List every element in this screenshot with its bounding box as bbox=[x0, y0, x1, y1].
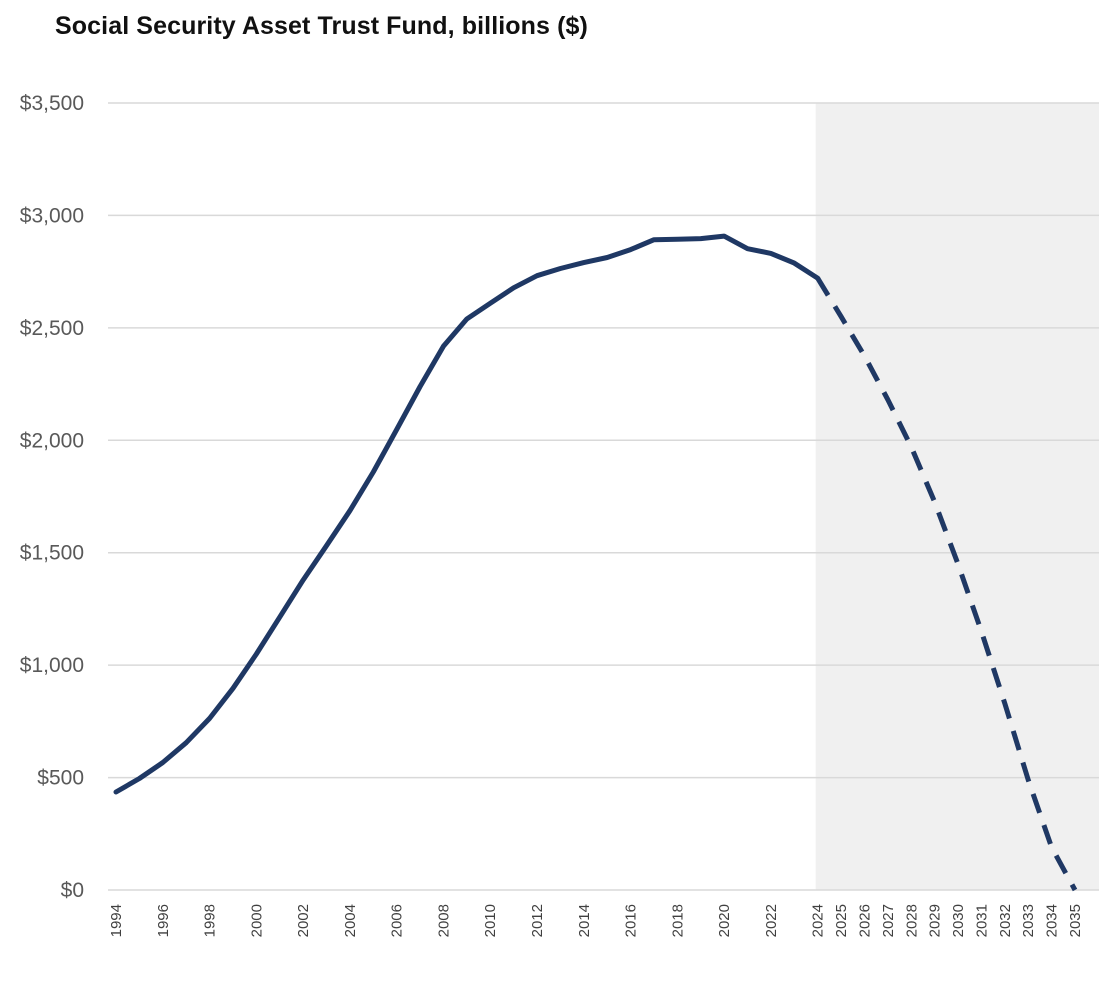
x-tick-label: 2032 bbox=[997, 904, 1014, 937]
chart-title: Social Security Asset Trust Fund, billio… bbox=[55, 12, 588, 40]
x-axis-ticks: 1994 1996 1998 2000 2002 2004 2006 2008 2010 2012… bbox=[108, 904, 1084, 937]
x-tick-label: 2018 bbox=[669, 904, 686, 937]
x-tick-label: 2012 bbox=[529, 904, 546, 937]
x-tick-label: 2024 bbox=[810, 904, 827, 937]
gridlines bbox=[108, 102, 1099, 891]
x-tick-label: 2033 bbox=[1020, 904, 1037, 937]
x-tick-label: 1996 bbox=[155, 904, 172, 937]
x-tick-label: 2008 bbox=[435, 904, 452, 937]
series-line-historical bbox=[113, 233, 821, 795]
x-tick-label: 1998 bbox=[202, 904, 219, 937]
x-tick-label: 2028 bbox=[903, 904, 920, 937]
y-tick-label: $2,000 bbox=[20, 429, 84, 452]
y-tick-label: $3,500 bbox=[20, 92, 84, 115]
y-tick-label: $1,000 bbox=[20, 654, 84, 677]
x-tick-label: 2006 bbox=[389, 904, 406, 937]
x-tick-label: 2022 bbox=[763, 904, 780, 937]
series-lines bbox=[113, 233, 1078, 892]
x-tick-label: 2035 bbox=[1067, 904, 1084, 937]
x-tick-label: 2025 bbox=[833, 904, 850, 937]
y-tick-label: $3,000 bbox=[20, 204, 84, 227]
y-axis-ticks: $0 $500 $1,000 $1,500 $2,000 $2,500 $3,000 $3,5… bbox=[20, 92, 84, 902]
x-tick-label: 2027 bbox=[880, 904, 897, 937]
x-tick-label: 2000 bbox=[248, 904, 265, 937]
x-tick-label: 2010 bbox=[482, 904, 499, 937]
x-tick-label: 1994 bbox=[108, 904, 125, 937]
y-tick-label: $500 bbox=[37, 767, 84, 790]
x-tick-label: 2020 bbox=[716, 904, 733, 937]
projection-shade bbox=[815, 103, 1099, 890]
x-tick-label: 2031 bbox=[973, 904, 990, 937]
x-tick-label: 2004 bbox=[342, 904, 359, 937]
x-tick-label: 2029 bbox=[927, 904, 944, 937]
y-tick-label: $0 bbox=[61, 879, 84, 902]
x-tick-label: 2030 bbox=[950, 904, 967, 937]
y-tick-label: $1,500 bbox=[20, 542, 84, 565]
y-tick-label: $2,500 bbox=[20, 317, 84, 340]
x-tick-label: 2026 bbox=[856, 904, 873, 937]
x-tick-label: 2002 bbox=[295, 904, 312, 937]
x-tick-label: 2034 bbox=[1044, 904, 1061, 937]
x-tick-label: 2016 bbox=[623, 904, 640, 937]
x-tick-label: 2014 bbox=[576, 904, 593, 937]
series-line-projected bbox=[815, 276, 1078, 892]
